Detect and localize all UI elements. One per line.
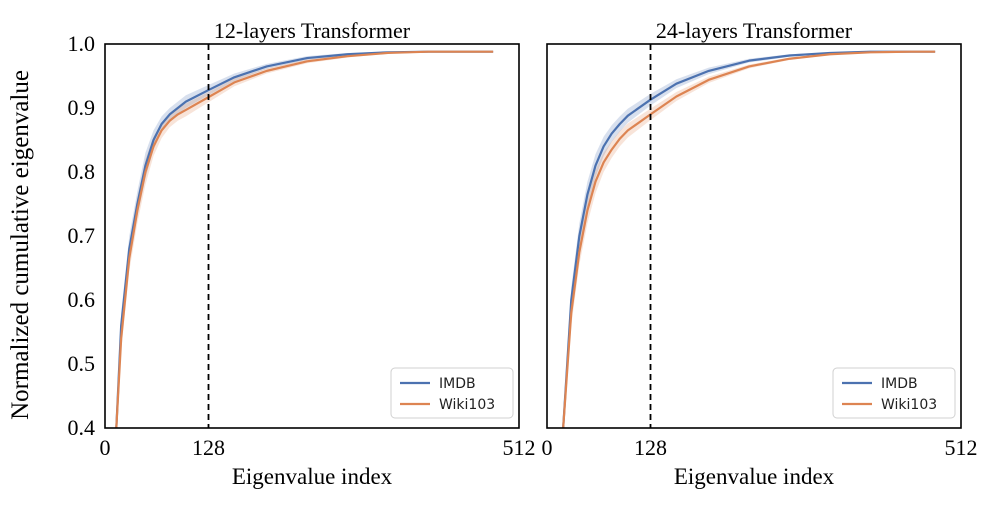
y-tick-label: 0.6: [68, 287, 96, 312]
x-axis-label: Eigenvalue index: [674, 464, 835, 489]
y-tick-label: 0.7: [68, 223, 96, 248]
x-tick-label: 128: [192, 435, 225, 460]
x-tick-label: 0: [100, 435, 111, 460]
chart-title: 12-layers Transformer: [214, 18, 411, 43]
x-tick-label: 512: [945, 435, 978, 460]
plot-frame: [546, 43, 962, 429]
plot-area: [562, 44, 936, 428]
legend-box: [832, 367, 956, 419]
series-line-wiki103: [562, 50, 936, 428]
series-line-wiki103: [115, 50, 494, 428]
y-tick-label: 0.8: [68, 159, 96, 184]
chart-title: 24-layers Transformer: [656, 18, 853, 43]
y-tick-label: 1.0: [68, 31, 96, 56]
chart-panel-2: 24-layers Transformer 0 128 512 Eigenvalue i…: [542, 18, 978, 489]
y-tick-label: 0.4: [68, 415, 96, 440]
x-axis-label: Eigenvalue index: [232, 464, 393, 489]
y-tick-label: 0.9: [68, 95, 96, 120]
plot-frame: [104, 43, 520, 429]
y-axis-label: Normalized cumulative eigenvalue: [7, 70, 34, 420]
legend-label-imdb: IMDB: [881, 376, 918, 392]
chart-panel-1: 12-layers Transformer 0 128 512 0.4 0.5 0.6 0.7…: [68, 18, 536, 489]
plot-area: [115, 44, 494, 428]
legend-label-wiki103: Wiki103: [881, 397, 937, 413]
legend-label-wiki103: Wiki103: [439, 397, 495, 413]
legend-label-imdb: IMDB: [439, 376, 476, 392]
x-tick-label: 0: [542, 435, 553, 460]
series-line-imdb: [562, 50, 936, 428]
legend: IMDB Wiki103: [390, 367, 514, 419]
legend: IMDB Wiki103: [832, 367, 956, 419]
x-tick-label: 128: [634, 435, 667, 460]
legend-box: [390, 367, 514, 419]
y-tick-label: 0.5: [68, 351, 96, 376]
x-tick-label: 512: [503, 435, 536, 460]
